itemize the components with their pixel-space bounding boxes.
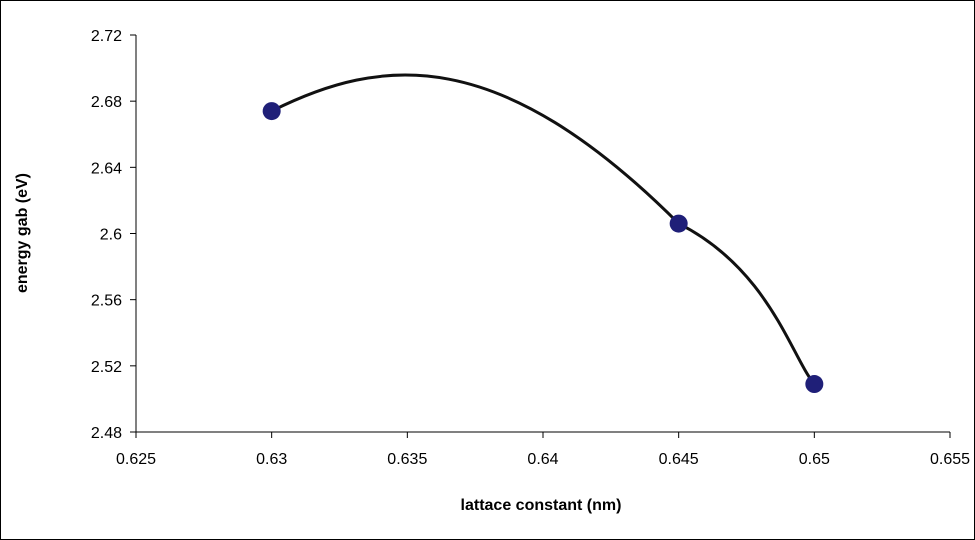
y-tick-label: 2.64 (91, 160, 122, 177)
y-tick-label: 2.52 (91, 359, 122, 376)
data-point (669, 214, 688, 233)
x-axis-title: lattace constant (nm) (461, 497, 622, 514)
series-line (270, 73, 816, 385)
x-axis: 0.625 0.63 0.635 0.64 0.645 0.65 0.655 (116, 431, 970, 468)
x-tick-label: 0.655 (930, 451, 970, 468)
data-point (262, 102, 281, 121)
x-tick-label: 0.645 (659, 451, 699, 468)
y-tick-label: 2.72 (91, 28, 122, 45)
x-tick-label: 0.65 (799, 451, 830, 468)
data-point (805, 375, 824, 394)
x-tick-label: 0.63 (256, 451, 287, 468)
y-tick-label: 2.48 (91, 425, 122, 442)
x-tick-label: 0.635 (387, 451, 427, 468)
y-tick-label: 2.56 (91, 293, 122, 310)
y-tick-label: 2.6 (100, 227, 122, 244)
y-axis: 2.48 2.52 2.56 2.6 2.64 2.68 2.72 (91, 28, 137, 442)
data-points (262, 102, 824, 394)
y-tick-label: 2.68 (91, 94, 122, 111)
y-axis-title: energy gab (eV) (14, 173, 31, 293)
x-tick-label: 0.64 (527, 451, 558, 468)
x-tick-label: 0.625 (116, 451, 156, 468)
